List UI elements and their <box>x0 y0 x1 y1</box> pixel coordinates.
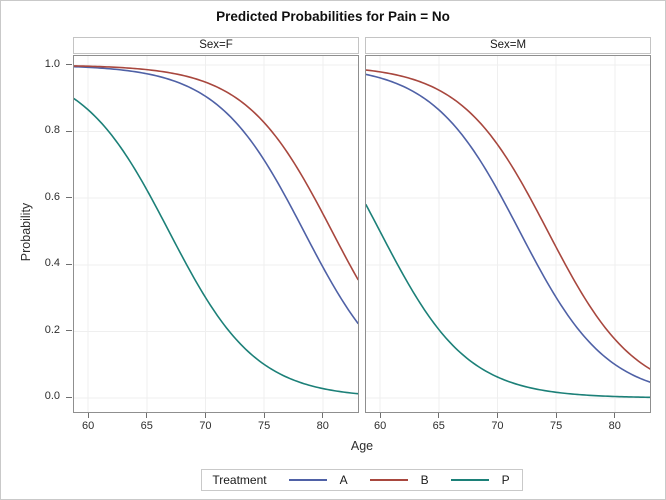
x-tick-label: 70 <box>491 420 504 432</box>
panel-sex-f: Sex=F 60 65 70 75 80 <box>73 37 359 435</box>
y-axis: 0.0 0.2 0.4 0.6 0.8 1.0 <box>1 55 73 411</box>
panel-header-sex-m: Sex=M <box>365 37 651 54</box>
y-tick-mark <box>66 330 72 332</box>
y-tick-label: 0.8 <box>44 124 60 137</box>
legend-label-a: A <box>339 473 348 487</box>
x-tick-mark <box>379 413 381 418</box>
x-tick-mark <box>614 413 616 418</box>
legend: Treatment A B P <box>201 469 523 491</box>
y-tick-mark <box>66 64 72 66</box>
y-tick-mark <box>66 130 72 132</box>
x-tick-mark <box>496 413 498 418</box>
legend-title: Treatment <box>212 473 267 487</box>
panel-plot-sex-m <box>365 55 651 413</box>
x-tick-mark <box>146 413 148 418</box>
x-tick-label: 65 <box>140 420 153 432</box>
legend-label-b: B <box>420 473 429 487</box>
y-tick-mark <box>66 396 72 398</box>
y-tick-label: 1.0 <box>44 57 60 70</box>
x-tick-label: 60 <box>81 420 95 432</box>
panel-sex-m: Sex=M 60 65 70 75 80 <box>365 37 651 435</box>
x-tick-label: 75 <box>257 420 271 432</box>
panel-header-label: Sex=M <box>489 39 527 51</box>
panel-header-sex-f: Sex=F <box>73 37 359 54</box>
panel-plot-sex-f <box>73 55 359 413</box>
x-tick-mark <box>555 413 557 418</box>
y-tick-mark <box>66 197 72 199</box>
x-axis-title: Age <box>350 439 374 453</box>
legend-swatch-p <box>450 479 489 481</box>
y-tick-mark <box>66 263 72 265</box>
y-tick-label: 0.6 <box>44 190 60 203</box>
x-tick-label: 60 <box>373 420 387 432</box>
x-tick-mark <box>87 413 89 418</box>
y-tick-label: 0.4 <box>44 257 60 270</box>
series-line-b <box>74 65 358 281</box>
x-tick-mark <box>204 413 206 418</box>
x-tick-label: 70 <box>199 420 212 432</box>
series-line-a <box>366 73 650 383</box>
x-tick-label: 80 <box>608 420 621 432</box>
y-tick-label: 0.2 <box>44 323 60 336</box>
legend-swatch-a <box>288 479 327 481</box>
legend-label-p: P <box>501 473 510 487</box>
x-tick-mark <box>263 413 265 418</box>
series-line-a <box>74 65 358 325</box>
series-line-b <box>366 69 650 370</box>
panel-header-label: Sex=F <box>199 39 233 51</box>
series-line-p <box>366 203 650 399</box>
legend-row: Treatment A B P <box>73 469 651 491</box>
x-tick-label: 80 <box>316 420 329 432</box>
chart-title: Predicted Probabilities for Pain = No <box>216 9 450 24</box>
x-tick-label: 65 <box>432 420 445 432</box>
x-tick-label: 75 <box>549 420 563 432</box>
x-tick-mark <box>438 413 440 418</box>
legend-swatch-b <box>369 479 408 481</box>
y-tick-label: 0.0 <box>44 390 60 403</box>
series-line-p <box>74 97 358 395</box>
x-tick-mark <box>322 413 324 418</box>
